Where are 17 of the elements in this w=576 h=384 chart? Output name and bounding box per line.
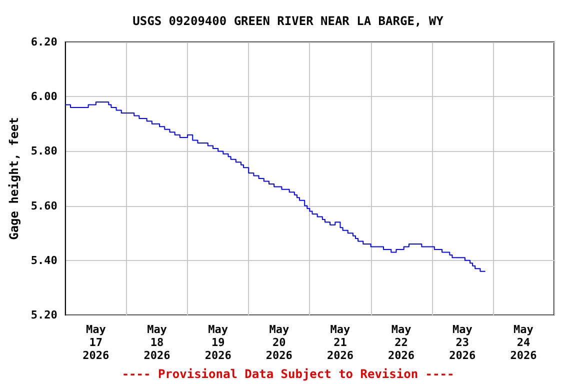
x-tick-label: May 23 2026: [449, 323, 476, 362]
x-tick-label: May 17 2026: [82, 323, 110, 362]
x-tick-label: May 20 2026: [266, 323, 293, 362]
x-tick-label: May 18 2026: [144, 323, 171, 362]
chart-title: USGS 09209400 GREEN RIVER NEAR LA BARGE, WY: [132, 14, 444, 28]
text: ---- Provisional Data Subject to Revision ----: [122, 367, 454, 381]
y-tick-label: 5.80: [30, 144, 58, 158]
y-tick-label: 6.20: [30, 36, 58, 48]
y-tick-label: 5.60: [30, 199, 58, 212]
x-tick-label: May 19 2026: [204, 323, 232, 362]
x-tick-label: May 21 2026: [326, 323, 354, 362]
x-tick-label: May 22 2026: [388, 323, 415, 362]
y-axis-title: Gage height, feet: [7, 117, 21, 240]
y-tick-label: 6.00: [30, 90, 58, 104]
x-tick-label: May 24 2026: [510, 323, 538, 362]
y-tick-label: 5.40: [30, 254, 58, 267]
y-tick-label: 5.20: [30, 308, 58, 322]
